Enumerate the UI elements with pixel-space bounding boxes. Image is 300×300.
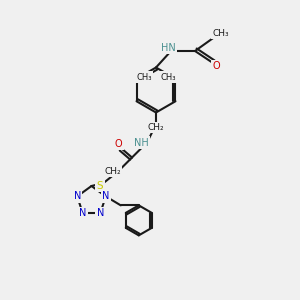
- Text: CH₃: CH₃: [160, 73, 176, 82]
- Text: N: N: [102, 191, 110, 201]
- Text: N: N: [97, 208, 104, 218]
- Text: S: S: [97, 181, 103, 191]
- Text: CH₂: CH₂: [104, 167, 121, 176]
- Text: NH: NH: [134, 137, 148, 148]
- Text: CH₂: CH₂: [148, 123, 164, 132]
- Text: N: N: [74, 191, 81, 201]
- Text: O: O: [115, 139, 122, 149]
- Text: CH₃: CH₃: [212, 28, 229, 38]
- Text: CH₃: CH₃: [136, 73, 152, 82]
- Text: N: N: [79, 208, 86, 218]
- Text: O: O: [212, 61, 220, 71]
- Text: HN: HN: [160, 43, 175, 53]
